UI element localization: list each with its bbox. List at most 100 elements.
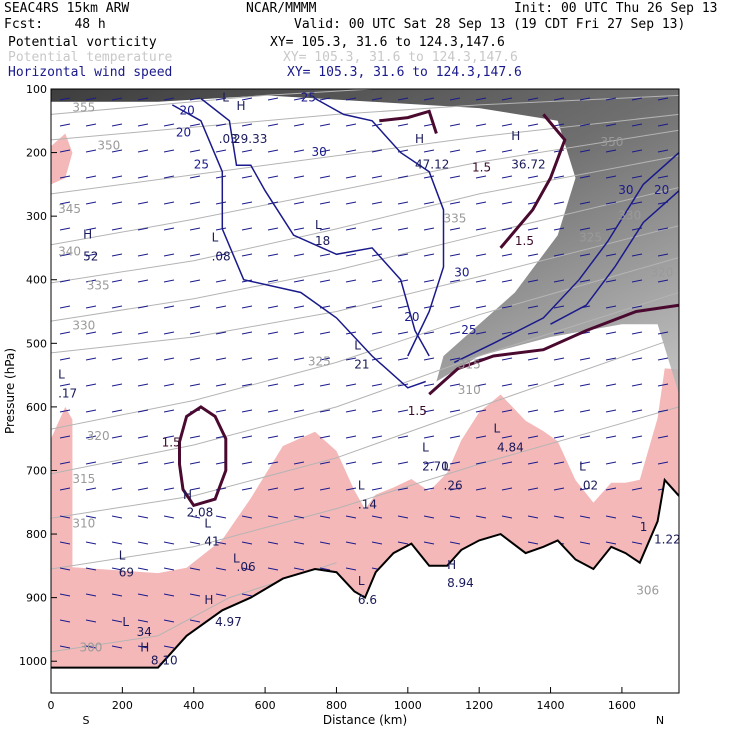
wind-vector <box>371 541 383 545</box>
theta-contour-310 <box>51 336 679 519</box>
extremum-label: L <box>58 367 65 381</box>
wind-vector <box>579 253 591 257</box>
wind-vector <box>345 227 357 231</box>
wind-vector <box>111 461 123 465</box>
wind-vector <box>241 253 253 257</box>
wind-vector <box>59 97 71 101</box>
wind-vector <box>397 541 409 545</box>
wind-vector <box>553 305 565 309</box>
wind-vector <box>85 331 97 335</box>
extremum-label: 6.6 <box>358 593 377 607</box>
wind-vector <box>527 383 539 387</box>
y-tick-label: 800 <box>26 528 47 541</box>
pv-shaded-region-upper <box>51 89 679 395</box>
wind-vector <box>449 541 461 545</box>
wind-vector <box>579 123 591 127</box>
wind-vector <box>579 383 591 387</box>
wind-vector <box>449 435 461 439</box>
theta-contour-label: 335 <box>87 278 110 292</box>
wind-vector <box>215 123 227 127</box>
extremum-label: .26 <box>444 479 463 493</box>
wind-vector <box>137 357 149 361</box>
wind-vector <box>631 331 643 335</box>
wind-vector <box>605 201 617 205</box>
wind-vector <box>319 515 331 519</box>
wind-vector <box>319 383 331 387</box>
extremum-label: H <box>447 558 456 572</box>
x-tick-label: 200 <box>112 699 133 712</box>
wind-vector <box>137 331 149 335</box>
wind-vector <box>631 435 643 439</box>
wind-vector <box>59 305 71 309</box>
wind-vector <box>241 201 253 205</box>
wind-vector <box>423 97 435 101</box>
model-name: SEAC4RS 15km ARW <box>4 1 130 16</box>
wind-vector <box>579 541 591 545</box>
wind-vector <box>59 645 71 649</box>
wind-vector <box>501 279 513 283</box>
wind-contour-label: 25 <box>461 323 476 337</box>
wind-vector <box>397 97 409 101</box>
wind-vector <box>423 279 435 283</box>
extremum-label: 34 <box>137 625 152 639</box>
wind-vector <box>241 305 253 309</box>
wind-vector <box>163 487 175 491</box>
wind-vector <box>293 97 305 101</box>
extremum-label: L <box>222 91 229 105</box>
wind-vector <box>319 175 331 179</box>
wind-vector <box>189 435 201 439</box>
init-time: Init: 00 UTC Thu 26 Sep 13 <box>514 1 718 16</box>
wind-vector <box>85 305 97 309</box>
wind-vector <box>85 149 97 153</box>
wind-vector <box>605 279 617 283</box>
wind-vector <box>605 541 617 545</box>
wind-vector <box>267 383 279 387</box>
theta-contour-label: 320 <box>651 266 674 280</box>
wind-vector <box>319 357 331 361</box>
wind-vector <box>501 227 513 231</box>
wind-vector <box>85 515 97 519</box>
extremum-label: .14 <box>358 498 377 512</box>
wind-vector <box>631 279 643 283</box>
wind-vector <box>527 435 539 439</box>
wind-vector <box>267 149 279 153</box>
wind-vector <box>137 619 149 623</box>
wind-vector <box>449 461 461 465</box>
theta-contour-label: 335 <box>444 212 467 226</box>
wind-vector <box>553 123 565 127</box>
wind-vector <box>501 97 513 101</box>
wind-vector <box>267 541 279 545</box>
wind-vector <box>85 461 97 465</box>
wind-vector <box>345 541 357 545</box>
wind-vector <box>59 541 71 545</box>
wind-vector <box>111 435 123 439</box>
y-tick-label: 100 <box>26 83 47 96</box>
wind-vector <box>137 149 149 153</box>
wind-vector <box>345 461 357 465</box>
wind-vector <box>657 175 669 179</box>
wind-vector <box>293 461 305 465</box>
theta-contour-label: 350 <box>97 138 120 152</box>
wind-vector <box>423 461 435 465</box>
wind-vector <box>423 175 435 179</box>
wind-vector <box>397 227 409 231</box>
wind-vector <box>501 201 513 205</box>
y-tick-label: 300 <box>26 210 47 223</box>
x-tick-label: 1400 <box>537 699 565 712</box>
wind-vector <box>579 201 591 205</box>
wind-vector <box>293 487 305 491</box>
wind-vector <box>241 593 253 597</box>
wind-vector <box>423 435 435 439</box>
wind-vector <box>475 383 487 387</box>
wind-vector <box>553 279 565 283</box>
wind-vector <box>345 409 357 413</box>
extremum-label: L <box>315 218 322 232</box>
wind-vector <box>163 409 175 413</box>
extremum-label: L <box>444 460 451 474</box>
wind-vector <box>475 175 487 179</box>
wind-vector <box>319 435 331 439</box>
wind-vector <box>111 253 123 257</box>
pv-contour-1.5 <box>379 109 438 134</box>
wind-vector <box>371 149 383 153</box>
wind-vector <box>59 175 71 179</box>
